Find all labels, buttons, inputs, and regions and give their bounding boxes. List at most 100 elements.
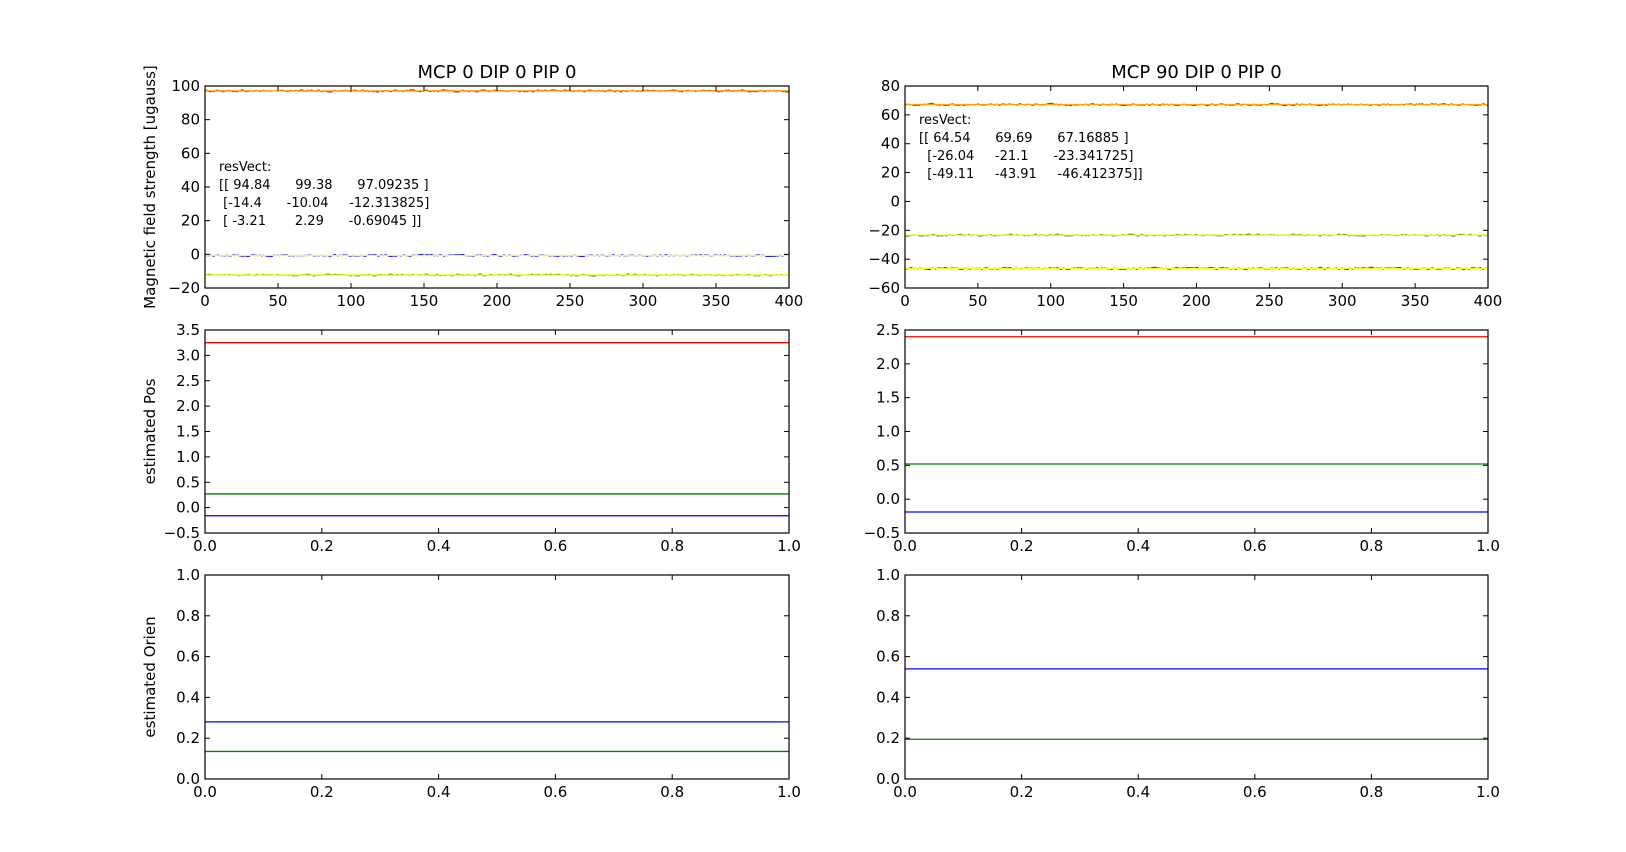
chart-title: MCP 0 DIP 0 PIP 0 bbox=[418, 62, 577, 83]
x-tick-label: 0.2 bbox=[1010, 537, 1034, 555]
x-tick-label: 0.6 bbox=[1243, 783, 1267, 801]
chart-orien-right: 0.0 0.2 0.4 0.6 0.8 1.0 0.0 0.2 0.4 0.6 0.8 1.0 bbox=[876, 566, 1500, 801]
y-tick-label: 20 bbox=[181, 212, 200, 230]
y-tick-label: 60 bbox=[881, 106, 900, 124]
x-tick-label: 0.0 bbox=[893, 537, 917, 555]
annotation-line: [-26.04 -21.1 -23.341725] bbox=[919, 149, 1133, 164]
y-tick-label: 0 bbox=[190, 245, 200, 263]
x-tick-label: 0 bbox=[900, 292, 910, 310]
x-tick-label: 0.0 bbox=[893, 783, 917, 801]
y-tick-label: 1.5 bbox=[176, 423, 200, 441]
y-tick-label: 1.0 bbox=[876, 566, 900, 584]
y-tick-label: 1.0 bbox=[176, 448, 200, 466]
x-tick-label: 0.0 bbox=[193, 537, 217, 555]
chart-title: MCP 90 DIP 0 PIP 0 bbox=[1111, 62, 1281, 83]
y-tick-label: −40 bbox=[868, 250, 900, 268]
x-tick-label: 0.4 bbox=[427, 783, 451, 801]
x-tick-label: 100 bbox=[1036, 292, 1065, 310]
x-tick-label: 0.4 bbox=[1126, 537, 1150, 555]
chart-field-right: 0 50 100 150 200 250 300 350 400 −60 −40 −20 0 20 40 60… bbox=[868, 62, 1502, 310]
y-tick-label: −60 bbox=[868, 279, 900, 297]
y-tick-label: 40 bbox=[881, 135, 900, 153]
y-tick-label: 0.5 bbox=[876, 456, 900, 474]
chart-pos-right: 0.0 0.2 0.4 0.6 0.8 1.0−0.50.00.51.01.52.02.5 bbox=[864, 321, 1500, 555]
x-tick-label: 350 bbox=[702, 292, 731, 310]
axes-frame bbox=[904, 574, 1489, 780]
y-tick-label: 0.5 bbox=[176, 473, 200, 491]
y-tick-label: −20 bbox=[868, 221, 900, 239]
y-tick-label: 0.0 bbox=[176, 499, 200, 517]
x-tick-label: 0.2 bbox=[310, 537, 334, 555]
y-tick-label: 80 bbox=[181, 111, 200, 129]
y-tick-label: 20 bbox=[881, 164, 900, 182]
x-tick-label: 0.2 bbox=[1010, 783, 1034, 801]
x-tick-label: 150 bbox=[1109, 292, 1138, 310]
y-tick-label: 3.0 bbox=[176, 346, 200, 364]
y-tick-label: 0.8 bbox=[876, 607, 900, 625]
y-tick-label: 2.5 bbox=[876, 321, 900, 339]
x-tick-label: 0.8 bbox=[660, 537, 684, 555]
y-tick-label: −20 bbox=[168, 279, 200, 297]
x-tick-label: 1.0 bbox=[1476, 783, 1500, 801]
annotation-header: resVect: bbox=[219, 160, 271, 175]
x-tick-label: 0.8 bbox=[660, 783, 684, 801]
axes-frame bbox=[904, 329, 1489, 534]
resvect-annotation: resVect: [[ 64.54 69.69 67.16885 ] [-26.0… bbox=[919, 113, 1143, 182]
axes-frame bbox=[204, 574, 790, 780]
y-tick-label: 80 bbox=[881, 77, 900, 95]
x-tick-label: 50 bbox=[268, 292, 287, 310]
x-tick-label: 400 bbox=[775, 292, 804, 310]
y-tick-label: 0.2 bbox=[176, 729, 200, 747]
x-tick-label: 200 bbox=[483, 292, 512, 310]
y-tick-label: 100 bbox=[171, 77, 200, 95]
y-axis-label: estimated Pos bbox=[141, 378, 159, 484]
x-tick-label: 0 bbox=[200, 292, 210, 310]
x-tick-label: 0.4 bbox=[1126, 783, 1150, 801]
y-tick-label: −0.5 bbox=[864, 524, 900, 542]
x-tick-label: 1.0 bbox=[777, 783, 801, 801]
x-tick-label: 0.6 bbox=[1243, 537, 1267, 555]
x-tick-label: 0.0 bbox=[193, 783, 217, 801]
x-tick-label: 250 bbox=[1255, 292, 1284, 310]
x-tick-label: 0.4 bbox=[427, 537, 451, 555]
plot-area bbox=[905, 336, 1488, 513]
chart-field-left: 0 50 100 150 200 250 300 350 400−20020406080100M… bbox=[141, 62, 803, 310]
y-tick-label: 0.0 bbox=[876, 770, 900, 788]
y-tick-label: 2.0 bbox=[176, 397, 200, 415]
annotation-line: [ -3.21 2.29 -0.69045 ]] bbox=[219, 214, 421, 229]
x-tick-label: 50 bbox=[968, 292, 987, 310]
y-tick-label: 60 bbox=[181, 144, 200, 162]
y-tick-label: 0.8 bbox=[176, 607, 200, 625]
y-axis-label: estimated Orien bbox=[141, 616, 159, 737]
y-tick-label: 40 bbox=[181, 178, 200, 196]
plot-area bbox=[205, 342, 789, 517]
y-tick-label: 1.0 bbox=[176, 566, 200, 584]
annotation-line: [[ 64.54 69.69 67.16885 ] bbox=[919, 131, 1129, 146]
x-tick-label: 400 bbox=[1474, 292, 1503, 310]
x-tick-label: 1.0 bbox=[1476, 537, 1500, 555]
plot-area bbox=[205, 721, 789, 753]
x-tick-label: 150 bbox=[410, 292, 439, 310]
y-tick-label: 0 bbox=[890, 192, 900, 210]
x-tick-label: 0.6 bbox=[543, 783, 567, 801]
y-tick-label: 0.6 bbox=[876, 648, 900, 666]
plot-area bbox=[205, 89, 789, 277]
x-tick-label: 0.8 bbox=[1359, 537, 1383, 555]
annotation-line: [-49.11 -43.91 -46.412375]] bbox=[919, 167, 1143, 182]
x-tick-label: 0.8 bbox=[1359, 783, 1383, 801]
x-tick-label: 250 bbox=[556, 292, 585, 310]
x-tick-label: 0.2 bbox=[310, 783, 334, 801]
resvect-annotation: resVect: [[ 94.84 99.38 97.09235 ] [-14.4… bbox=[219, 160, 429, 229]
y-tick-label: 0.4 bbox=[876, 688, 900, 706]
plot-area bbox=[905, 668, 1488, 740]
y-axis-label: Magnetic field strength [ugauss] bbox=[141, 65, 159, 309]
annotation-line: [[ 94.84 99.38 97.09235 ] bbox=[219, 178, 429, 193]
x-tick-label: 100 bbox=[337, 292, 366, 310]
y-tick-label: 2.0 bbox=[876, 355, 900, 373]
axes-frame bbox=[204, 329, 790, 534]
y-tick-label: 0.4 bbox=[176, 688, 200, 706]
chart-pos-left: 0.0 0.2 0.4 0.6 0.8 1.0−0.50.00.51.01.52.02.5… bbox=[141, 321, 801, 555]
x-tick-label: 200 bbox=[1182, 292, 1211, 310]
annotation-header: resVect: bbox=[919, 113, 971, 128]
